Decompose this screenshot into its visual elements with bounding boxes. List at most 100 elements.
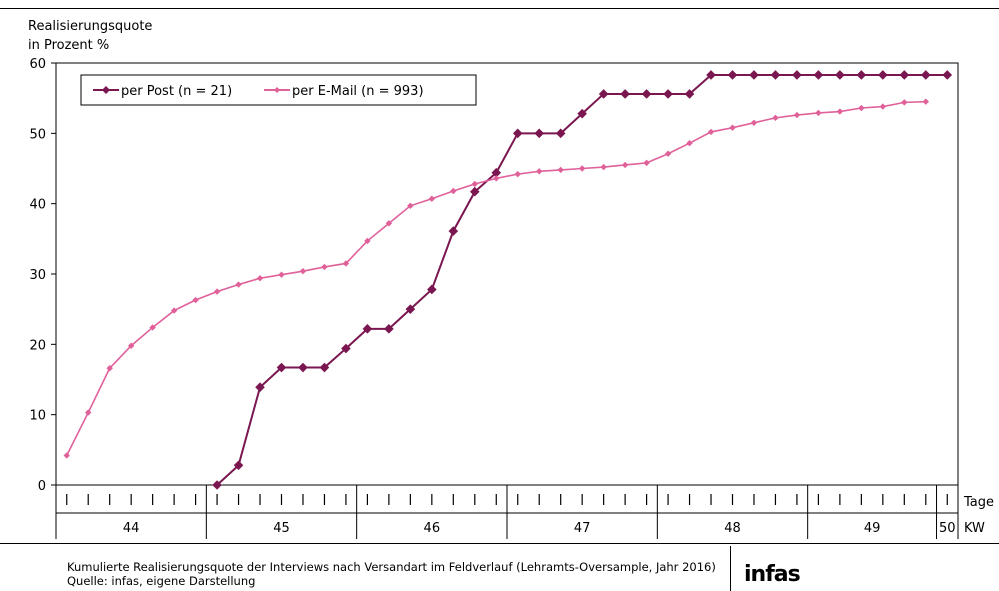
data-point-post bbox=[899, 70, 910, 80]
week-label: 48 bbox=[724, 521, 741, 536]
data-point-post bbox=[577, 108, 587, 119]
data-point-email bbox=[106, 365, 113, 372]
data-point-email bbox=[428, 195, 436, 202]
data-point-post bbox=[813, 70, 824, 80]
data-point-email bbox=[536, 168, 543, 175]
data-point-post bbox=[555, 128, 566, 139]
data-point-email bbox=[643, 159, 650, 167]
data-point-email bbox=[192, 296, 199, 304]
data-point-post bbox=[427, 284, 437, 295]
y-tick-label: 30 bbox=[29, 268, 46, 283]
data-point-email bbox=[600, 163, 607, 171]
data-point-post bbox=[942, 70, 953, 80]
data-point-email bbox=[922, 98, 929, 105]
data-point-email bbox=[342, 260, 350, 267]
data-point-email bbox=[772, 114, 779, 122]
data-point-post bbox=[212, 480, 222, 490]
data-point-email bbox=[321, 263, 328, 271]
data-point-email bbox=[879, 103, 887, 110]
x-axis-title-days: Tage bbox=[963, 495, 994, 510]
source-note: Quelle: infas, eigene Darstellung bbox=[67, 574, 256, 588]
data-point-post bbox=[384, 324, 394, 334]
legend-swatch-marker bbox=[274, 87, 280, 93]
footer-caption-block: Kumulierte Realisierungsquote der Interv… bbox=[67, 560, 716, 588]
y-tick-label: 60 bbox=[29, 57, 46, 72]
data-point-post bbox=[727, 70, 738, 80]
data-point-post bbox=[448, 226, 459, 236]
data-point-email bbox=[256, 275, 264, 282]
data-point-post bbox=[856, 70, 867, 80]
data-point-post bbox=[491, 167, 502, 178]
data-point-post bbox=[598, 89, 609, 99]
data-point-email bbox=[493, 175, 500, 182]
data-point-email bbox=[578, 165, 586, 172]
data-point-email bbox=[793, 111, 801, 119]
series-line-post bbox=[216, 73, 948, 486]
data-point-post bbox=[663, 89, 673, 99]
data-point-post bbox=[276, 362, 287, 373]
data-point-post bbox=[319, 362, 330, 373]
y-tick-label: 20 bbox=[29, 338, 46, 353]
data-point-email bbox=[621, 161, 629, 169]
week-label: 46 bbox=[424, 521, 441, 536]
week-label: 45 bbox=[273, 521, 290, 536]
data-point-email bbox=[299, 267, 307, 275]
data-point-post bbox=[920, 70, 931, 80]
data-point-post bbox=[878, 70, 888, 80]
data-point-email bbox=[815, 109, 822, 117]
y-tick-label: 40 bbox=[29, 198, 46, 213]
data-point-email bbox=[170, 307, 178, 314]
legend: per Post (n = 21) per E-Mail (n = 993) bbox=[80, 74, 477, 106]
week-label: 44 bbox=[123, 521, 140, 536]
y-axis-title-line-1: Realisierungsquote bbox=[28, 19, 152, 34]
data-point-email bbox=[901, 99, 908, 106]
data-point-post bbox=[706, 70, 716, 80]
week-label: 47 bbox=[574, 521, 591, 536]
data-point-email bbox=[450, 187, 457, 195]
data-point-post bbox=[835, 70, 845, 80]
data-point-email bbox=[63, 452, 70, 459]
data-point-post bbox=[641, 89, 652, 99]
legend-entry: per E-Mail (n = 993) bbox=[292, 84, 424, 99]
top-rule bbox=[0, 8, 999, 9]
data-point-post bbox=[255, 382, 265, 393]
data-point-post bbox=[684, 89, 695, 99]
data-point-email bbox=[127, 342, 135, 349]
data-point-email bbox=[686, 139, 693, 147]
legend-swatch-marker bbox=[102, 86, 110, 94]
data-point-post bbox=[792, 70, 802, 80]
data-point-post bbox=[298, 362, 308, 373]
data-point-email bbox=[149, 324, 156, 331]
x-axis-title-weeks: KW bbox=[964, 521, 985, 536]
data-point-email bbox=[750, 119, 758, 126]
footer-rule bbox=[0, 543, 999, 544]
data-point-email bbox=[514, 170, 521, 178]
data-point-post bbox=[469, 186, 480, 197]
y-tick-label: 50 bbox=[29, 127, 46, 142]
data-point-email bbox=[557, 166, 564, 174]
data-point-email bbox=[836, 108, 844, 115]
data-point-email bbox=[85, 409, 92, 416]
week-label: 50 bbox=[939, 521, 956, 536]
data-point-email bbox=[664, 150, 672, 157]
data-point-post bbox=[770, 70, 781, 80]
y-tick-label: 10 bbox=[29, 409, 46, 424]
data-point-post bbox=[534, 128, 545, 139]
data-point-email bbox=[278, 271, 285, 278]
data-point-email bbox=[471, 180, 478, 188]
data-point-email bbox=[213, 288, 221, 295]
data-point-post bbox=[620, 89, 630, 99]
data-point-email bbox=[364, 237, 371, 245]
week-label: 49 bbox=[864, 521, 881, 536]
data-point-post bbox=[341, 343, 351, 354]
plot-frame bbox=[55, 62, 959, 486]
y-tick-label: 0 bbox=[38, 479, 46, 494]
series-line-email bbox=[66, 100, 926, 456]
data-point-post bbox=[362, 324, 373, 334]
line-chart: Realisierungsquote in Prozent % 0 10 20 30 4… bbox=[28, 19, 994, 539]
figure-caption: Kumulierte Realisierungsquote der Interv… bbox=[67, 560, 716, 574]
data-point-post bbox=[749, 70, 759, 80]
data-point-email bbox=[235, 281, 242, 288]
data-point-post bbox=[512, 128, 523, 139]
data-point-post bbox=[405, 304, 416, 314]
